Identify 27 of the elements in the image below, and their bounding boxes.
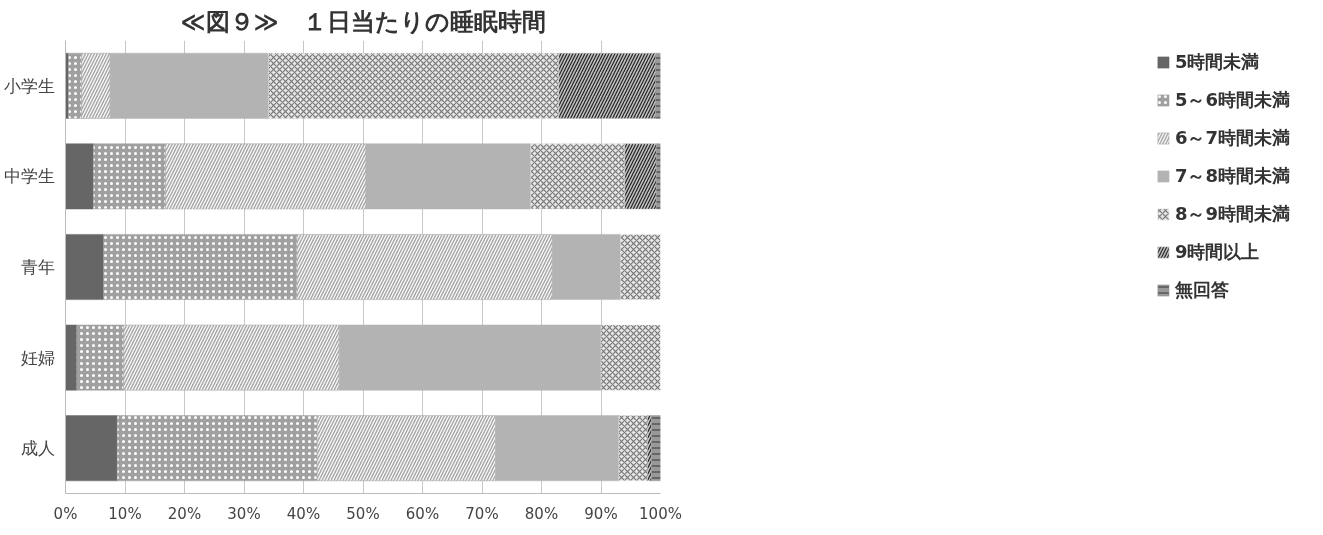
legend-label: 無回答 [1174, 278, 1229, 302]
y-tick-label: 中学生 [3, 166, 55, 187]
x-tick-label: 80% [524, 504, 559, 523]
legend-label: 9時間以上 [1174, 240, 1260, 264]
bar [65, 415, 118, 482]
legend-label: 6～7時間未満 [1174, 126, 1290, 150]
chart-title: ≪図９≫ １日当たりの睡眠時間 [180, 7, 546, 36]
x-tick-label: 50% [346, 504, 380, 523]
x-tick-label: 10% [108, 504, 142, 523]
x-tick-label: 40% [286, 504, 321, 523]
legend-label: 5～6時間未満 [1174, 88, 1290, 112]
bar [65, 143, 94, 210]
x-tick-label: 20% [167, 504, 202, 523]
y-tick-label: 青年 [20, 257, 55, 277]
legend-label: 8～9時間未満 [1174, 202, 1290, 226]
x-tick-label: 90% [584, 504, 618, 523]
x-tick-label: 100% [639, 504, 682, 523]
y-tick-label: 妊婦 [20, 347, 55, 368]
y-tick-label: 小学生 [3, 75, 55, 96]
y-tick-label: 成人 [20, 438, 55, 459]
x-tick-label: 70% [465, 504, 499, 523]
x-tick-label: 60% [405, 504, 440, 523]
x-tick-label: 0% [53, 504, 78, 523]
x-tick-label: 30% [227, 504, 261, 523]
bar [65, 234, 104, 300]
legend-label: 7～8時間未満 [1174, 164, 1290, 188]
legend-label: 5時間未満 [1174, 50, 1260, 74]
